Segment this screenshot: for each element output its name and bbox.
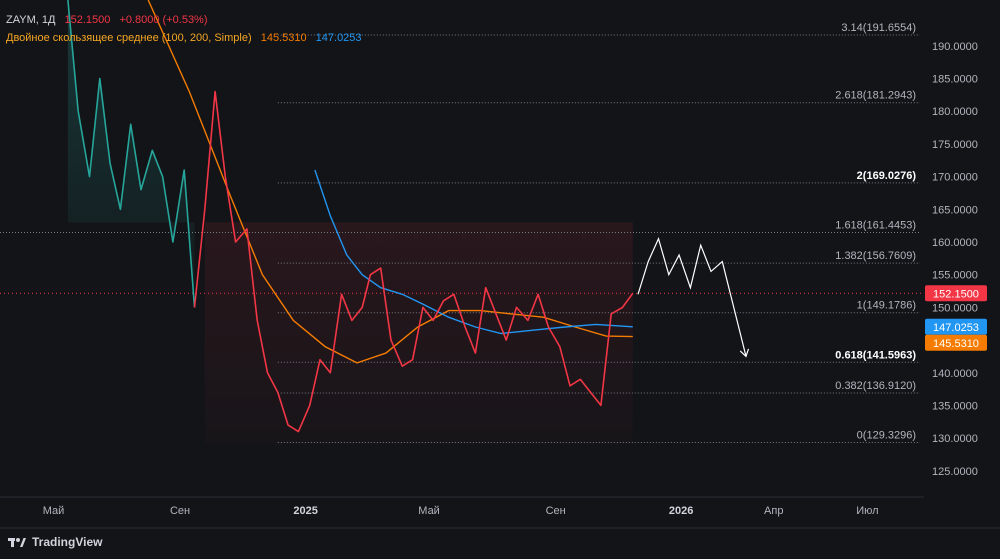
x-tick-label-5: 2026 <box>669 505 693 517</box>
price-line-bull <box>67 0 196 308</box>
price-badge-1[interactable] <box>925 318 987 335</box>
y-tick-label-6: 155.0000 <box>932 270 978 282</box>
projection-arrowhead <box>739 348 750 358</box>
price-badge-2[interactable] <box>925 334 987 351</box>
y-tick-label-5: 150.0000 <box>932 302 978 314</box>
fib-level-label-7: 2.618(181.2943) <box>835 90 916 102</box>
tradingview-logo[interactable]: TradingView <box>8 535 102 549</box>
x-tick-label-7: Июл <box>856 505 878 517</box>
fib-level-label-2: 0.618(141.5963) <box>835 349 916 361</box>
fib-level-label-1: 0.382(136.9120) <box>835 380 916 392</box>
x-tick-label-1: Сен <box>170 505 190 517</box>
symbol-label[interactable]: ZAYM, 1Д <box>6 14 56 26</box>
indicator-legend: Двойное скользящее среднее (100, 200, Si… <box>6 32 368 44</box>
fib-level-label-0: 0(129.3296) <box>857 430 916 442</box>
y-tick-label-1: 130.0000 <box>932 433 978 445</box>
x-tick-label-0: Май <box>43 505 65 517</box>
ma-blue-value: 147.0253 <box>315 32 362 44</box>
bear-zone-shading <box>204 222 633 445</box>
x-tick-label-2: 2025 <box>293 505 317 517</box>
y-tick-label-0: 125.0000 <box>932 466 978 478</box>
moving-average-line-1 <box>147 0 633 364</box>
price-badge-label-0: 152.1500 <box>933 288 979 300</box>
y-tick-label-2: 135.0000 <box>932 400 978 412</box>
projection-path <box>637 236 747 357</box>
fib-level-label-4: 1.382(156.7609) <box>835 250 916 262</box>
price-badge-label-2: 145.5310 <box>933 338 979 350</box>
price-badge-0[interactable] <box>925 285 987 302</box>
x-tick-label-6: Апр <box>764 505 783 517</box>
y-tick-label-8: 165.0000 <box>932 204 978 216</box>
brand-name: TradingView <box>32 535 103 549</box>
y-tick-label-9: 170.0000 <box>932 172 978 184</box>
price-change: +0.8000 (+0.53%) <box>119 14 208 26</box>
y-tick-label-12: 185.0000 <box>932 73 978 85</box>
indicator-name[interactable]: Двойное скользящее среднее (100, 200, Si… <box>6 32 252 44</box>
price-line-bear <box>193 90 634 433</box>
fib-level-label-8: 3.14(191.6554) <box>841 22 916 34</box>
fib-level-label-6: 2(169.0276) <box>857 170 917 182</box>
x-tick-label-3: Май <box>418 505 440 517</box>
tradingview-icon <box>8 538 26 547</box>
y-tick-label-13: 190.0000 <box>932 41 978 53</box>
fib-level-label-3: 1(149.1786) <box>857 300 916 312</box>
ma-orange-value: 145.5310 <box>260 32 307 44</box>
y-tick-label-11: 180.0000 <box>932 106 978 118</box>
last-price: 152.1500 <box>64 14 111 26</box>
chart-header-symbol-row: ZAYM, 1Д 152.1500 +0.8000 (+0.53%) <box>6 14 214 26</box>
price-badge-label-1: 147.0253 <box>933 322 979 334</box>
price-axis-panel <box>924 0 1000 497</box>
y-tick-label-7: 160.0000 <box>932 237 978 249</box>
moving-average-line-2 <box>314 169 633 335</box>
y-tick-label-10: 175.0000 <box>932 139 978 151</box>
y-tick-label-3: 140.0000 <box>932 368 978 380</box>
bull-zone-shading <box>67 0 195 308</box>
x-tick-label-4: Сен <box>546 505 566 517</box>
fib-level-label-5: 1.618(161.4453) <box>835 220 916 232</box>
